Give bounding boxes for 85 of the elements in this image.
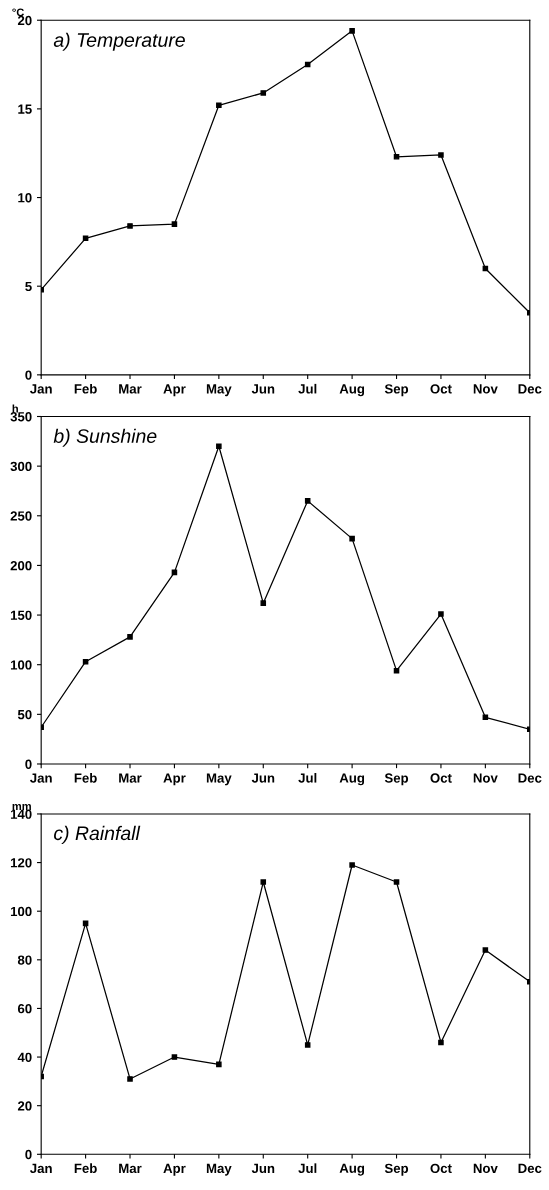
x-tick-label: Nov <box>473 384 498 394</box>
point <box>171 1054 178 1060</box>
x-tick-label: May <box>206 773 232 786</box>
x-tick-label: May <box>206 1163 232 1176</box>
y-tick-label: 60 <box>17 1004 32 1014</box>
point <box>349 535 355 542</box>
y-tick-label: 0 <box>25 370 32 380</box>
x-tick-label: Oct <box>430 773 452 783</box>
y-tick-label: 15 <box>18 104 32 114</box>
point <box>482 947 489 953</box>
point <box>438 1039 444 1046</box>
y-tick-label: 5 <box>25 281 32 292</box>
x-tick-label: Mar <box>119 384 142 394</box>
point <box>127 1076 133 1082</box>
point <box>304 1042 311 1048</box>
y-tick-label: 10 <box>18 193 32 203</box>
point <box>349 862 355 868</box>
x-tick-label: Aug <box>339 773 365 786</box>
x-tick-label: Oct <box>430 384 452 394</box>
point <box>127 634 133 640</box>
y-tick-label: 100 <box>10 660 32 670</box>
x-tick-label: Nov <box>473 1163 498 1174</box>
x-tick-label: Jun <box>251 384 275 394</box>
y-tick-label: 20 <box>17 1101 32 1111</box>
x-tick-label: Aug <box>339 1163 365 1176</box>
point <box>438 611 444 617</box>
x-tick-label: Sep <box>384 384 409 397</box>
point <box>260 90 267 96</box>
x-tick-label: Jan <box>30 1163 52 1174</box>
x-tick-label: Jul <box>298 773 317 783</box>
text: b) Sunshine <box>53 428 157 447</box>
y-axis-title: °C <box>12 8 25 17</box>
x-tick-label: Feb <box>74 383 97 394</box>
text: c) Rainfall <box>54 825 141 844</box>
y-tick-label: 250 <box>10 511 32 521</box>
x-tick-label: Apr <box>163 1163 186 1176</box>
point <box>216 1061 222 1068</box>
point <box>393 879 400 885</box>
y-tick-label: 20 <box>17 15 32 26</box>
y-tick-label: 350 <box>10 412 32 422</box>
text: a) Temperature <box>53 32 185 51</box>
x-tick-label: Jun <box>251 773 275 783</box>
x-tick-label: Feb <box>74 1163 97 1174</box>
x-tick-label: May <box>206 384 232 397</box>
y-tick-label: 100 <box>10 906 32 917</box>
x-tick-label: Apr <box>163 384 186 397</box>
y-tick-label: 0 <box>25 1149 32 1160</box>
point <box>127 223 133 229</box>
point <box>349 28 355 34</box>
x-tick-label: Oct <box>430 1163 452 1174</box>
x-tick-label: Jul <box>298 1163 317 1174</box>
x-tick-label: Aug <box>339 384 365 397</box>
point <box>438 152 444 158</box>
point <box>216 102 222 109</box>
x-tick-label: Jun <box>251 1163 275 1174</box>
x-tick-label: Nov <box>473 773 498 783</box>
x-tick-label: Jan <box>30 773 52 783</box>
y-tick-label: 300 <box>10 461 32 472</box>
x-tick-label: Mar <box>119 773 142 783</box>
y-tick-label: 50 <box>17 709 32 720</box>
y-tick-label: 80 <box>17 955 32 965</box>
y-tick-label: 200 <box>10 560 32 571</box>
x-tick-label: Dec <box>518 384 542 394</box>
x-tick-label: Sep <box>384 773 409 786</box>
x-tick-label: Mar <box>119 1163 142 1174</box>
x-tick-label: Jan <box>30 384 52 394</box>
x-tick-label: Sep <box>384 1163 409 1176</box>
point <box>216 443 222 450</box>
x-tick-label: Dec <box>518 1163 542 1174</box>
y-axis-title: mm <box>12 803 31 810</box>
point <box>304 498 311 504</box>
point <box>393 153 400 160</box>
y-axis-title: h <box>12 404 18 413</box>
point <box>260 600 267 606</box>
y-tick-label: 120 <box>10 858 32 868</box>
x-tick-label: Dec <box>518 773 542 783</box>
x-tick-label: Feb <box>74 773 97 783</box>
point <box>171 221 178 227</box>
x-tick-label: Jul <box>298 383 317 394</box>
point <box>260 879 267 885</box>
x-tick-label: Apr <box>163 773 186 786</box>
y-tick-label: 0 <box>25 759 32 769</box>
y-tick-label: 140 <box>10 809 32 819</box>
y-tick-label: 150 <box>10 610 32 620</box>
y-tick-label: 40 <box>17 1052 32 1062</box>
